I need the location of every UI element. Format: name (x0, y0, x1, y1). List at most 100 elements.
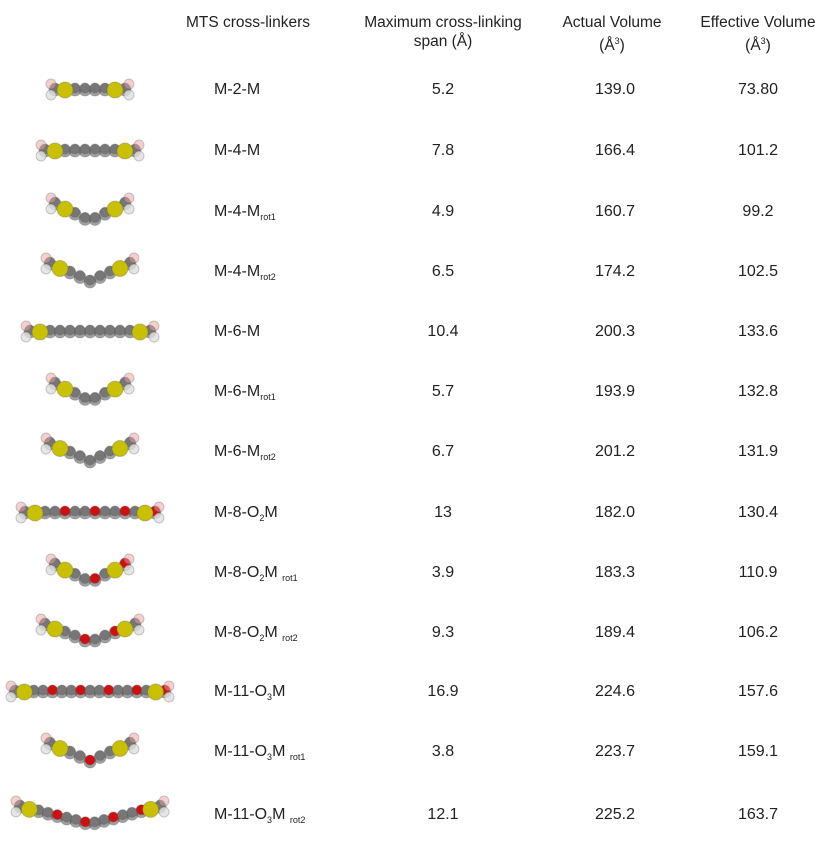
atom (11, 807, 21, 817)
atom (117, 143, 133, 159)
text-segment: M-11-O (214, 683, 267, 700)
atom (90, 573, 100, 583)
atom (149, 332, 159, 342)
text-segment: rot1 (260, 212, 276, 222)
atom (36, 151, 46, 161)
text-segment: M-6-M (214, 443, 260, 460)
atom (70, 630, 80, 640)
atom (85, 685, 95, 695)
atom (112, 261, 128, 277)
atom (107, 82, 123, 98)
atom (104, 685, 114, 695)
atom (99, 814, 109, 824)
actual-value: 166.4 (565, 141, 665, 161)
molecule-image (5, 605, 175, 661)
atom (75, 451, 85, 461)
atom (6, 692, 16, 702)
column-header: Effective Volume(Å3) (658, 13, 832, 55)
header-line: Effective Volume (658, 13, 832, 32)
text-segment: M-6-M (214, 383, 260, 400)
atom (112, 741, 128, 757)
atom (41, 444, 51, 454)
atom (85, 455, 95, 465)
atom (159, 807, 169, 817)
column-header: MTS cross-linkers (148, 13, 348, 32)
cross-linker-name: M-8-O2M rot2 (214, 623, 298, 648)
atom (52, 741, 68, 757)
atom (80, 573, 90, 583)
cross-linker-name: M-2-M (214, 80, 260, 100)
atom (134, 625, 144, 635)
span-value: 3.8 (393, 742, 493, 762)
effective-value: 101.2 (708, 141, 808, 161)
cross-linker-name: M-11-O3M rot2 (214, 805, 305, 830)
cross-linker-name: M-6-M (214, 322, 260, 342)
atom (129, 264, 139, 274)
cross-linker-name: M-8-O2M (214, 503, 278, 528)
actual-value: 182.0 (565, 503, 665, 523)
molecule-image (5, 664, 175, 720)
atom (16, 513, 26, 523)
actual-value: 201.2 (565, 442, 665, 462)
text-segment: M-2-M (214, 81, 260, 98)
effective-value: 99.2 (708, 202, 808, 222)
atom (129, 444, 139, 454)
atom (80, 212, 90, 222)
atom (46, 554, 56, 564)
molecule-image (5, 485, 175, 541)
atom (57, 82, 73, 98)
atom (65, 325, 75, 335)
text-segment: M (264, 624, 282, 641)
atom (90, 392, 100, 402)
atom (66, 685, 76, 695)
atom (108, 812, 118, 822)
actual-value: 225.2 (565, 805, 665, 825)
cross-linker-name: M-6-Mrot2 (214, 442, 276, 467)
text-segment: rot2 (260, 272, 276, 282)
span-value: 6.5 (393, 262, 493, 282)
actual-value: 160.7 (565, 202, 665, 222)
atom (70, 144, 80, 154)
text-segment: M-8-O (214, 564, 259, 581)
atom (41, 744, 51, 754)
actual-value: 223.7 (565, 742, 665, 762)
atom (117, 621, 133, 637)
text-segment: rot1 (290, 752, 306, 762)
atom (46, 90, 56, 100)
text-segment: rot2 (282, 633, 298, 643)
atom (27, 505, 43, 521)
text-segment: (Å (745, 37, 761, 54)
text-segment: M-4-M (214, 263, 260, 280)
atom (85, 325, 95, 335)
atom (105, 325, 115, 335)
atom (148, 684, 164, 700)
atom (134, 140, 144, 150)
effective-value: 110.9 (708, 563, 808, 583)
span-value: 3.9 (393, 563, 493, 583)
atom (132, 324, 148, 340)
atom (100, 630, 110, 640)
atom (36, 140, 46, 150)
page: MTS cross-linkersMaximum cross-linkingsp… (0, 0, 832, 840)
atom (75, 271, 85, 281)
atom (11, 796, 21, 806)
effective-value: 159.1 (708, 742, 808, 762)
atom (164, 681, 174, 691)
atom (124, 193, 134, 203)
actual-value: 224.6 (565, 682, 665, 702)
atom (57, 201, 73, 217)
span-value: 9.3 (393, 623, 493, 643)
atom (80, 506, 90, 516)
atom (113, 685, 123, 695)
atom (100, 144, 110, 154)
atom (52, 441, 68, 457)
text-segment: M (264, 504, 277, 521)
atom (41, 264, 51, 274)
atom (71, 814, 81, 824)
atom (46, 193, 56, 203)
atom (164, 692, 174, 702)
atom (107, 562, 123, 578)
atom (80, 392, 90, 402)
span-value: 4.9 (393, 202, 493, 222)
atom (95, 751, 105, 761)
